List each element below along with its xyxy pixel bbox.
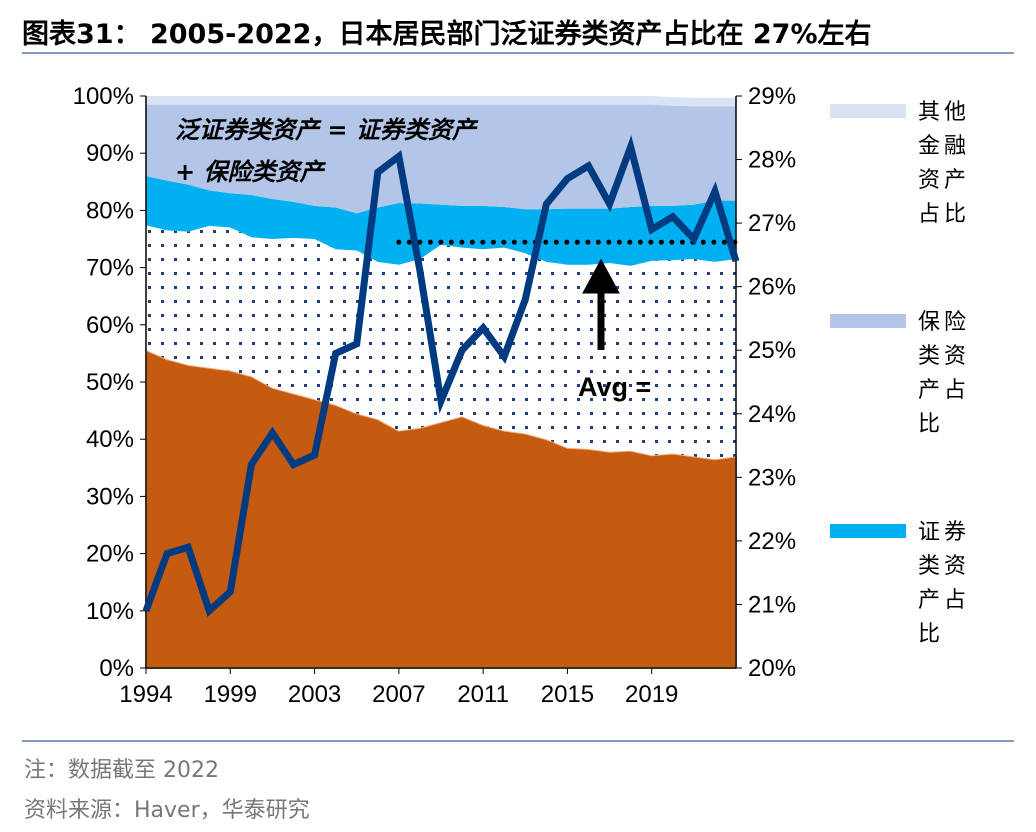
right-tick-label: 22% xyxy=(748,528,796,555)
legend-label: 证券类资产占比 xyxy=(918,520,971,647)
source: 资料来源：Haver，华泰研究 xyxy=(24,798,310,823)
left-tick-label: 70% xyxy=(86,255,134,282)
area-series-3 xyxy=(146,104,736,214)
x-tick-label: 1994 xyxy=(119,681,172,708)
legend-swatch xyxy=(830,104,906,118)
annotation-line-2: + 保险类资产 xyxy=(175,158,326,186)
chart: 0% 10% 20% 30% 40% 50% 60% 70% 80% 90% 100% 20% 21% 2… xyxy=(73,83,796,708)
right-tick-label: 26% xyxy=(748,274,796,301)
x-tick-label: 2015 xyxy=(541,681,594,708)
footer-rule xyxy=(22,740,1014,742)
arrow-up-icon xyxy=(582,258,620,350)
right-tick-label: 23% xyxy=(748,464,796,491)
x-tick-label: 2011 xyxy=(457,681,509,708)
left-tick-label: 90% xyxy=(86,140,134,167)
left-tick-label: 20% xyxy=(86,541,134,568)
x-tick-label: 2003 xyxy=(288,681,341,708)
legend-other: 其他金融资产占比 xyxy=(830,96,972,232)
left-tick-label: 100% xyxy=(73,83,134,110)
right-tick-label: 25% xyxy=(748,337,796,364)
legend-label: 其他金融资产占比 xyxy=(918,100,971,227)
footnote: 注：数据截至 2022 xyxy=(24,758,219,783)
x-tick-label: 2019 xyxy=(625,681,678,708)
left-tick-label: 50% xyxy=(86,369,134,396)
legend-label: 保险类资产占比 xyxy=(918,310,971,437)
right-tick-label: 27% xyxy=(748,210,796,237)
right-tick-label: 28% xyxy=(748,147,796,174)
right-tick-label: 24% xyxy=(748,401,796,428)
avg-label: Avg = xyxy=(578,372,651,402)
left-tick-label: 40% xyxy=(86,426,134,453)
area-series-4 xyxy=(146,96,736,107)
legend-insurance: 保险类资产占比 xyxy=(830,306,972,442)
right-tick-label: 29% xyxy=(748,83,796,110)
left-tick-label: 0% xyxy=(99,655,134,682)
left-tick-label: 80% xyxy=(86,197,134,224)
left-tick-label: 60% xyxy=(86,312,134,339)
x-tick-label: 2007 xyxy=(372,681,425,708)
legend-swatch xyxy=(830,314,906,328)
legend-securities: 证券类资产占比 xyxy=(830,516,972,652)
legend-swatch xyxy=(830,524,906,538)
right-tick-label: 20% xyxy=(748,655,796,682)
right-tick-label: 21% xyxy=(748,591,796,618)
chart-title: 图表31： 2005-2022，日本居民部门泛证券类资产占比在 27%左右 xyxy=(22,19,872,50)
annotation-line-1: 泛证券类资产 = 证券类资产 xyxy=(175,116,479,144)
title-rule xyxy=(22,52,1014,54)
x-tick-label: 1999 xyxy=(204,681,257,708)
left-tick-label: 30% xyxy=(86,483,134,510)
left-tick-label: 10% xyxy=(86,598,134,625)
